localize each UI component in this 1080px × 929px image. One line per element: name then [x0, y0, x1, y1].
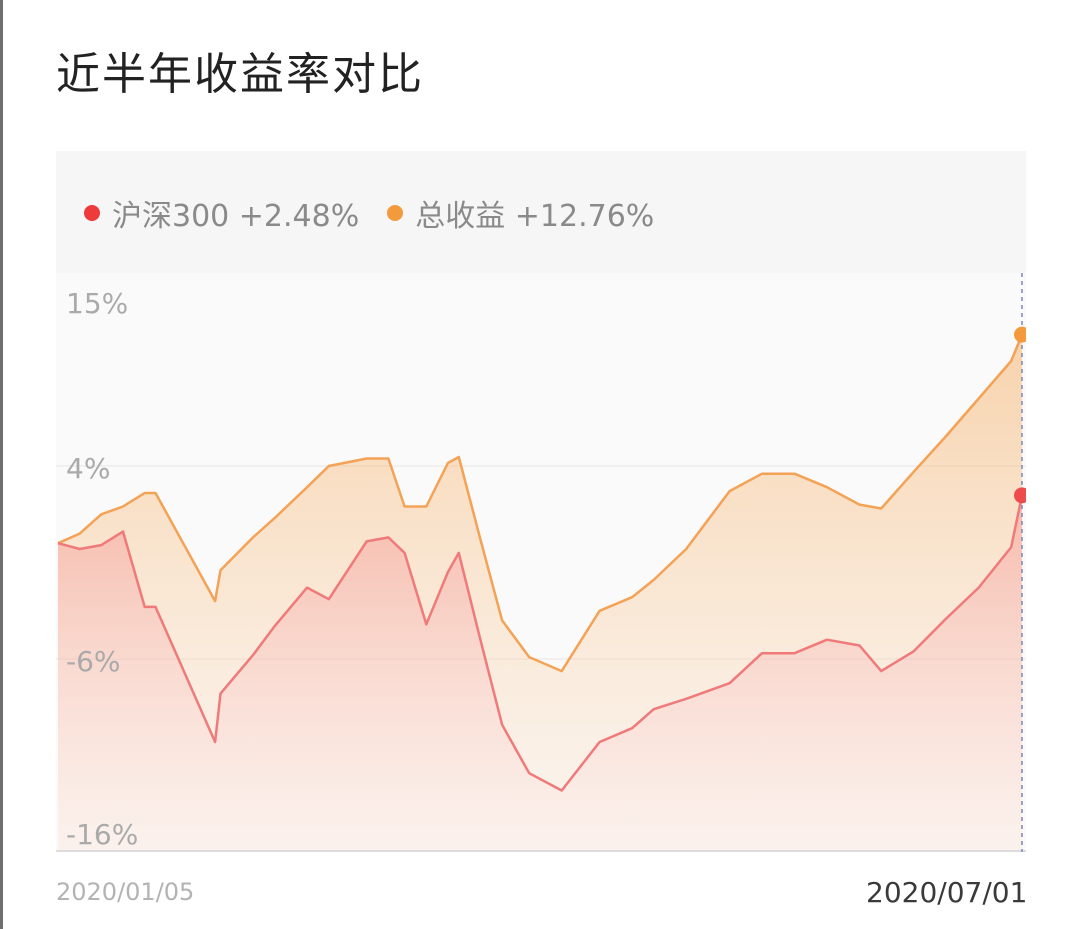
- y-axis-tick-label: 4%: [66, 452, 110, 485]
- chart-legend: 沪深300 +2.48% 总收益 +12.76%: [84, 191, 654, 235]
- legend-label-hs300: 沪深300 +2.48%: [112, 199, 360, 234]
- end-marker-hs300: [1014, 487, 1026, 504]
- legend-dot-total-return: [387, 205, 404, 221]
- y-axis-tick-label: -16%: [66, 818, 138, 851]
- legend-dot-hs300: [84, 205, 100, 221]
- legend-item-total-return[interactable]: 总收益 +12.76%: [387, 191, 654, 235]
- series-area-hs300: [58, 495, 1022, 850]
- x-axis-start-label: 2020/01/05: [56, 878, 195, 906]
- series-line-hs300: [57, 495, 1024, 792]
- chart-panel: 沪深300 +2.48% 总收益 +12.76% 15% 4% -6% -16%: [56, 151, 1026, 852]
- page-title: 近半年收益率对比: [56, 49, 424, 100]
- x-axis-end-label: 2020/07/01: [866, 876, 1028, 909]
- legend-label-total-return: 总收益 +12.76%: [415, 199, 655, 234]
- legend-item-hs300[interactable]: 沪深300 +2.48%: [84, 191, 359, 235]
- end-marker-total-return: [1014, 326, 1026, 343]
- y-axis-tick-label: 15%: [66, 287, 128, 320]
- line-chart[interactable]: 15% 4% -6% -16%: [56, 273, 1026, 852]
- series-line-total-return: [57, 334, 1024, 673]
- y-axis-tick-label: -6%: [66, 645, 121, 678]
- left-edge-rule: [0, 0, 3, 929]
